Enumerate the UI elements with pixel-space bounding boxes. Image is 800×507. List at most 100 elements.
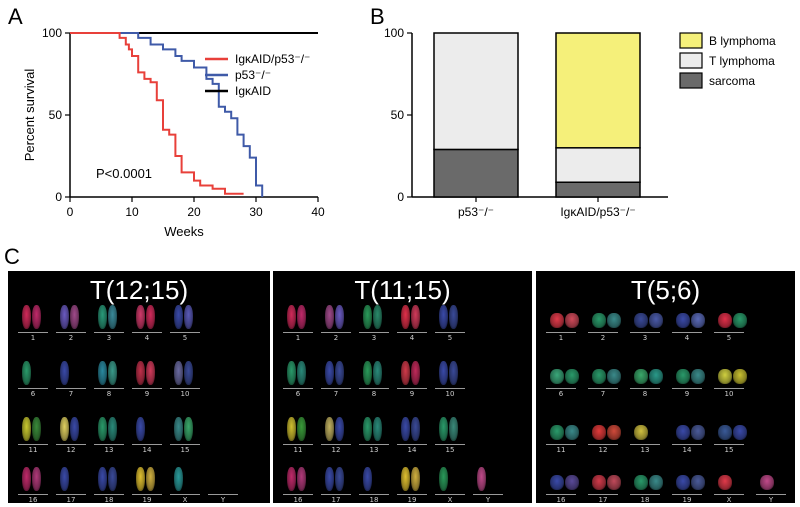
chart-a-legend-label: p53⁻/⁻ xyxy=(235,68,271,82)
chart-a-x-tick-label: 0 xyxy=(67,205,74,219)
chromosome xyxy=(477,467,486,491)
chromosome xyxy=(718,425,732,440)
chromosome-label: 17 xyxy=(66,496,76,503)
karyotype-title: T(11;15) xyxy=(354,275,451,305)
chromosome xyxy=(411,417,420,441)
chromosome xyxy=(634,425,648,440)
chromosome-baseline xyxy=(208,494,238,495)
chromosome-baseline xyxy=(283,444,313,445)
chart-a-series-line xyxy=(70,32,264,197)
chromosome xyxy=(634,369,648,384)
chromosome xyxy=(60,417,69,441)
chromosome-baseline xyxy=(714,332,744,333)
chromosome xyxy=(373,361,382,385)
chromosome-baseline xyxy=(588,332,618,333)
chromosome-baseline xyxy=(18,332,48,333)
chromosome-baseline xyxy=(132,494,162,495)
chromosome-label: 13 xyxy=(104,446,114,454)
chromosome-label: 16 xyxy=(293,496,303,503)
chromosome-label: 9 xyxy=(144,390,150,398)
chromosome xyxy=(401,305,410,329)
chromosome-label: 4 xyxy=(144,334,150,342)
chromosome xyxy=(718,369,732,384)
chromosome xyxy=(592,425,606,440)
chromosome xyxy=(401,417,410,441)
chromosome-baseline xyxy=(359,332,389,333)
chromosome xyxy=(565,425,579,440)
chromosome xyxy=(607,313,621,328)
chromosome-baseline xyxy=(283,332,313,333)
chromosome-baseline xyxy=(132,444,162,445)
chromosome xyxy=(363,417,372,441)
chromosome-label: 13 xyxy=(369,446,379,454)
chromosome-baseline xyxy=(18,444,48,445)
chart-a-y-tick-label: 0 xyxy=(55,190,62,204)
chart-b-y-tick-label: 0 xyxy=(397,190,404,204)
chart-a-y-tick-label: 50 xyxy=(49,108,63,122)
chromosome-baseline xyxy=(546,388,576,389)
chromosome xyxy=(649,313,663,328)
chromosome xyxy=(146,467,155,491)
chromosome-baseline xyxy=(170,388,200,389)
chromosome xyxy=(592,369,606,384)
chromosome-baseline xyxy=(56,494,86,495)
chromosome-baseline xyxy=(94,332,124,333)
chromosome-label: 6 xyxy=(558,390,564,398)
chart-a-y-axis-label: Percent survival xyxy=(22,69,37,162)
chromosome-baseline xyxy=(714,494,744,495)
chromosome-baseline xyxy=(672,388,702,389)
chromosome-label: 15 xyxy=(445,446,455,454)
chromosome xyxy=(22,305,31,329)
chromosome-label: 6 xyxy=(295,390,301,398)
chromosome-label: 19 xyxy=(142,496,152,503)
chart-b-legend-label: B lymphoma xyxy=(709,34,776,48)
chromosome xyxy=(691,475,705,490)
chromosome xyxy=(439,467,448,491)
chromosome-label: X xyxy=(182,496,188,503)
chromosome-label: 19 xyxy=(407,496,417,503)
chromosome xyxy=(108,467,117,491)
chromosome xyxy=(184,305,193,329)
chromosome xyxy=(22,417,31,441)
chromosome-label: 11 xyxy=(28,446,38,454)
chromosome-baseline xyxy=(397,444,427,445)
chromosome xyxy=(98,361,107,385)
chart-a-p-value: P<0.0001 xyxy=(96,166,152,181)
chromosome xyxy=(174,361,183,385)
chromosome-label: 9 xyxy=(684,390,690,398)
chromosome-label: 10 xyxy=(180,390,190,398)
chromosome xyxy=(335,417,344,441)
chromosome xyxy=(449,305,458,329)
chromosome-label: 2 xyxy=(600,334,606,342)
chromosome xyxy=(691,369,705,384)
chromosome xyxy=(297,305,306,329)
chart-b-category-label: IgκAID/p53⁻/⁻ xyxy=(560,205,635,219)
chromosome-baseline xyxy=(714,444,744,445)
chromosome-baseline xyxy=(630,444,660,445)
chromosome xyxy=(60,467,69,491)
chromosome-label: 18 xyxy=(640,496,650,503)
karyotype-title: T(5;6) xyxy=(630,275,701,305)
chromosome-label: 4 xyxy=(684,334,690,342)
chromosome-label: 3 xyxy=(642,334,648,342)
chromosome xyxy=(335,305,344,329)
chromosome-label: 7 xyxy=(333,390,339,398)
chromosome-baseline xyxy=(546,332,576,333)
chromosome-label: 15 xyxy=(724,446,734,454)
chromosome-baseline xyxy=(321,332,351,333)
chromosome-baseline xyxy=(672,494,702,495)
chromosome xyxy=(401,361,410,385)
chromosome xyxy=(70,305,79,329)
chromosome xyxy=(108,417,117,441)
chart-b-bar-segment xyxy=(555,147,641,183)
chromosome-baseline xyxy=(18,494,48,495)
chart-b-bar-segment xyxy=(555,32,641,149)
chromosome-label: 16 xyxy=(28,496,38,503)
chromosome xyxy=(634,313,648,328)
chromosome xyxy=(733,313,747,328)
chromosome-label: 6 xyxy=(30,390,36,398)
chromosome-label: 18 xyxy=(104,496,114,503)
chart-b-legend-swatch xyxy=(679,32,703,49)
chromosome xyxy=(32,305,41,329)
chromosome xyxy=(287,361,296,385)
